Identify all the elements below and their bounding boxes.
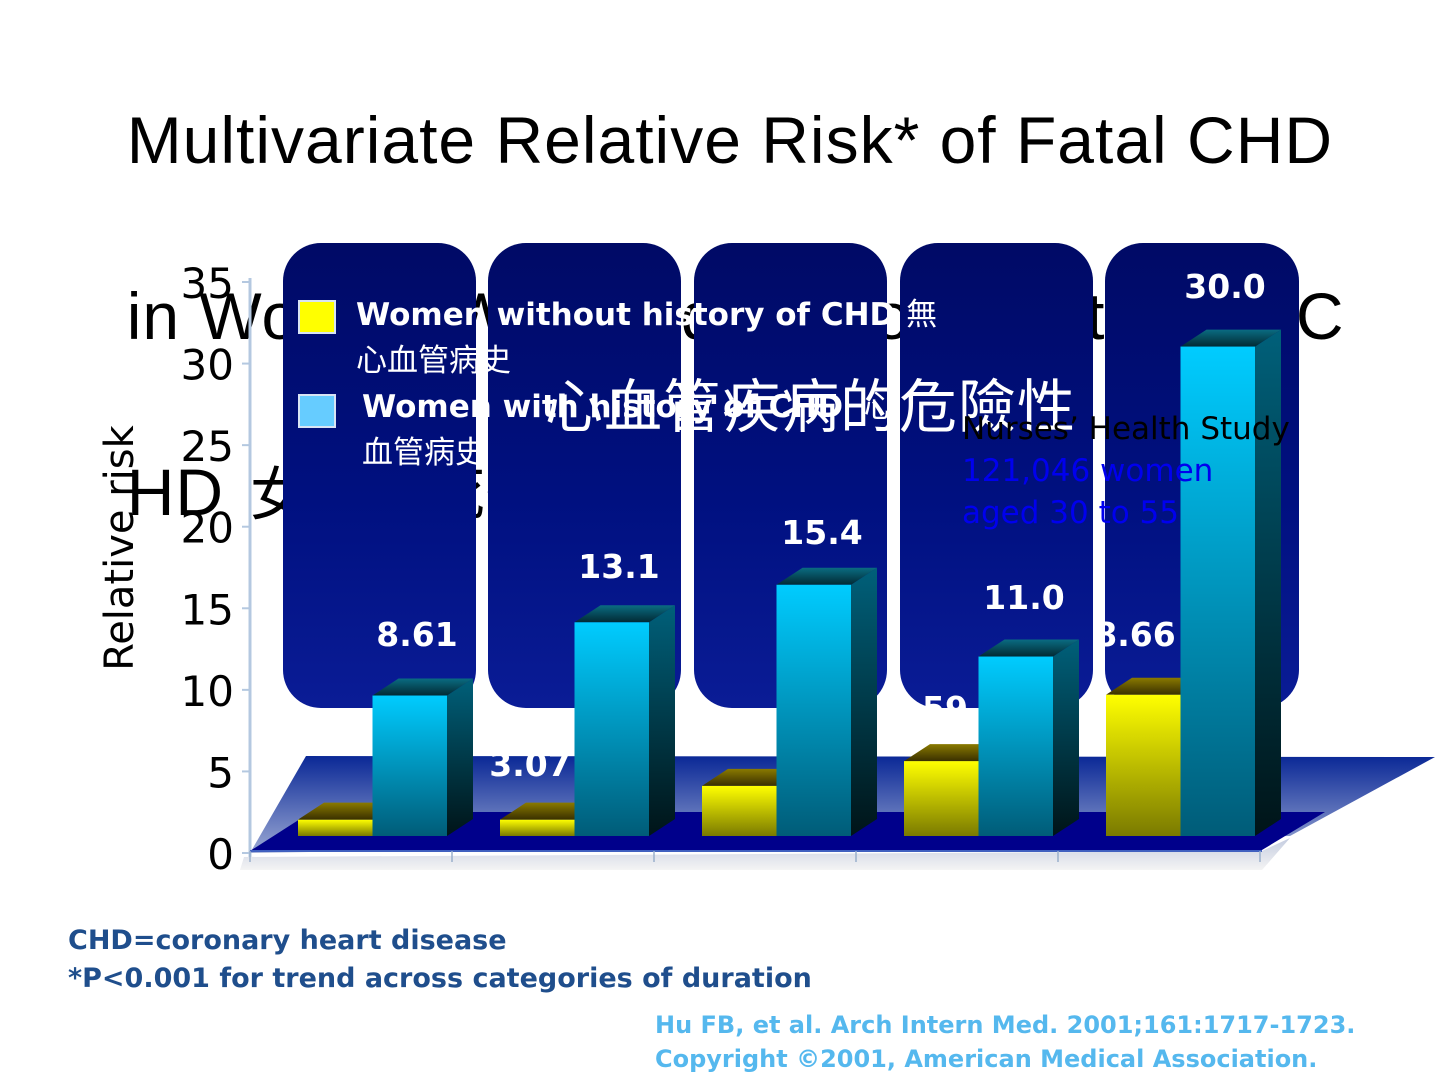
bar-top <box>372 678 473 696</box>
bar-with-chd-3 <box>776 567 877 836</box>
study-note: Nurses’ Health Study 121,046 women aged … <box>962 408 1290 534</box>
data-label-without-chd-3: 3.07 <box>489 745 570 784</box>
y-tick-label: 20 <box>181 504 234 553</box>
y-tick-label: 35 <box>181 259 234 308</box>
bg-panel-4 <box>900 243 1093 708</box>
bar-side <box>851 567 877 836</box>
bar-front <box>574 622 649 836</box>
study-age-range: aged 30 to 55 <box>962 495 1179 531</box>
y-tick-label: 30 <box>181 341 234 390</box>
bar-side <box>1053 639 1079 836</box>
bar-top <box>574 605 675 623</box>
study-size: 121,046 women <box>962 453 1214 489</box>
y-tick-label: 0 <box>207 830 234 879</box>
data-label-without-chd-5: 8.66 <box>1094 615 1175 654</box>
y-tick-label: 5 <box>207 748 234 797</box>
bar-top <box>1180 329 1281 347</box>
bar-front <box>978 656 1053 836</box>
data-label-with-chd-5: 30.0 <box>1184 267 1265 306</box>
bar-with-chd-2 <box>574 605 675 836</box>
title-line-3-en: HD <box>126 455 225 529</box>
bar-front <box>904 761 979 836</box>
y-tick-label: 25 <box>181 422 234 471</box>
floor-base <box>240 838 1290 870</box>
title-line-1: Multivariate Relative Risk* of Fatal CHD <box>126 103 1334 177</box>
y-tick-label: 10 <box>181 667 234 716</box>
citation-copyright: Copyright ©2001, American Medical Associ… <box>655 1045 1318 1073</box>
data-label-with-chd-4: 11.0 <box>983 578 1064 617</box>
bar-top <box>776 567 877 585</box>
study-name: Nurses’ Health Study <box>962 411 1290 447</box>
bar-front <box>702 785 777 836</box>
bar-front <box>1180 346 1255 836</box>
legend-label-zh-2: 心血管病史 <box>356 343 511 379</box>
bar-front <box>776 584 851 836</box>
bar-side <box>649 605 675 836</box>
bar-with-chd-5 <box>1180 329 1281 836</box>
legend-label-zh-1: 無 <box>906 297 938 333</box>
footnote-trend: *P<0.001 for trend across categories of … <box>68 963 812 994</box>
data-label-with-chd-2: 13.1 <box>578 547 659 586</box>
bar-side <box>447 678 473 836</box>
legend-label-with-chd: Women with history of CHD 心 血管病史 <box>362 384 895 476</box>
bar-top <box>978 639 1079 657</box>
data-label-without-chd-4: 59 <box>922 689 968 728</box>
data-label-with-chd-3: 15.4 <box>781 513 862 552</box>
y-tick-label: 15 <box>181 585 234 634</box>
legend-label-en: Women without history of CHD <box>356 297 896 333</box>
citation: Hu FB, et al. Arch Intern Med. 2001;161:… <box>655 1008 1355 1076</box>
bar-front <box>298 819 373 836</box>
bar-front <box>1106 694 1181 836</box>
legend-swatch-cyan <box>298 394 336 428</box>
footnotes: CHD=coronary heart disease *P<0.001 for … <box>68 922 812 998</box>
legend-swatch-yellow <box>298 300 336 334</box>
legend-label-en: Women with history of CHD <box>362 389 844 425</box>
bar-front <box>500 819 575 836</box>
bar-side <box>1255 329 1281 836</box>
data-label-with-chd-1: 8.61 <box>376 615 457 654</box>
y-axis-label: Relative risk <box>97 425 143 671</box>
legend-label-zh-1: 心 <box>853 389 895 425</box>
citation-reference: Hu FB, et al. Arch Intern Med. 2001;161:… <box>655 1011 1356 1039</box>
legend-label-without-chd: Women without history of CHD 無 心血管病史 <box>356 292 937 384</box>
bar-with-chd-4 <box>978 639 1079 836</box>
legend-label-zh-2: 血管病史 <box>362 435 486 471</box>
bar-front <box>372 695 447 836</box>
bar-with-chd-1 <box>372 678 473 836</box>
footnote-abbreviation: CHD=coronary heart disease <box>68 925 507 956</box>
